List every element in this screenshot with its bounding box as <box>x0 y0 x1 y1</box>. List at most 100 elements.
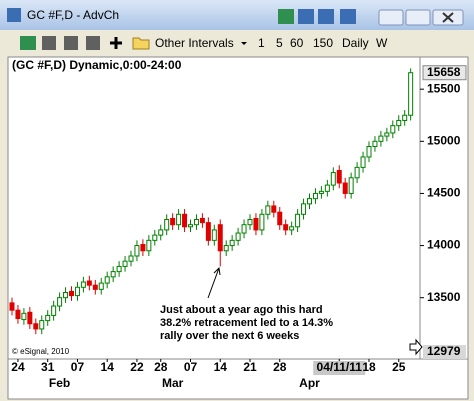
chart-title: (GC #F,D) Dynamic,0:00-24:00 <box>12 58 182 72</box>
candle-body <box>390 125 396 134</box>
x-tick-label: 22 <box>130 360 144 374</box>
candle-body <box>253 217 259 231</box>
candle-body <box>354 166 360 179</box>
toolbar-icons <box>20 36 247 50</box>
y-tick-label: 15000 <box>427 133 461 147</box>
annotation: Just about a year ago this hard <box>160 304 323 316</box>
candle-body <box>408 72 414 116</box>
candle-body <box>63 291 69 299</box>
x-tick-label: 04/11/11 <box>317 360 363 374</box>
candle-body <box>33 323 39 330</box>
candle-body <box>74 286 80 297</box>
candle-body <box>110 271 116 278</box>
intervals-menu[interactable]: Other Intervals <box>155 36 234 50</box>
candle-body <box>116 265 122 273</box>
annotation-arrow <box>207 266 221 299</box>
candle-body <box>128 255 134 262</box>
candle-body <box>86 280 92 286</box>
annotation: rally over the next 6 weeks <box>160 330 299 342</box>
candle-body <box>271 205 277 213</box>
candle-body <box>193 219 199 226</box>
x-tick-label: 28 <box>273 360 287 374</box>
candle-body <box>205 222 211 241</box>
tool-icon[interactable] <box>42 36 56 50</box>
candle-body <box>402 114 408 121</box>
last-price-box <box>422 65 467 81</box>
x-tick-label: 21 <box>243 360 257 374</box>
annotation: 38.2% retracement led to a 14.3% <box>160 317 333 329</box>
candle-body <box>15 309 21 320</box>
toolbar <box>0 30 474 57</box>
candle-body <box>324 184 330 192</box>
candle-body <box>21 312 27 321</box>
interval-button[interactable]: 150 <box>313 36 333 50</box>
candle-body <box>134 245 140 257</box>
candle-body <box>283 224 289 231</box>
interval-button[interactable]: Daily <box>342 36 369 50</box>
x-tick-label: 18 <box>362 360 376 374</box>
minimize-button[interactable] <box>378 9 404 26</box>
candle-body <box>39 320 45 330</box>
candle-body <box>80 281 86 288</box>
candle-body <box>211 229 217 241</box>
x-tick-label: 31 <box>41 360 55 374</box>
tool-icon[interactable] <box>64 36 78 50</box>
candle-body <box>330 172 336 186</box>
interval-button[interactable]: 1 <box>258 36 265 50</box>
title-buttons <box>278 9 464 26</box>
candle-body <box>384 132 390 137</box>
candle-body <box>152 234 158 241</box>
candle-body <box>98 282 104 290</box>
interval-button[interactable]: W <box>376 36 388 50</box>
restore-button[interactable] <box>405 9 431 26</box>
candle-body <box>259 213 265 231</box>
ix-button[interactable] <box>298 9 314 24</box>
candle-body <box>104 276 110 284</box>
link-button[interactable] <box>278 9 294 24</box>
chart-button[interactable] <box>340 9 356 24</box>
month-label: Mar <box>162 376 184 390</box>
close-icon <box>442 12 454 23</box>
candle-body <box>301 203 307 215</box>
candle-body <box>9 302 15 311</box>
candle-body <box>92 284 98 290</box>
dropdown-arrow <box>241 42 247 45</box>
candle-body <box>366 146 372 158</box>
candle-body <box>146 239 152 252</box>
candle-body <box>235 232 241 241</box>
candle-body <box>122 260 128 267</box>
y-tick-label: 15500 <box>427 81 461 95</box>
tool-icon[interactable] <box>86 36 100 50</box>
add-icon[interactable] <box>110 37 122 49</box>
candle-body <box>307 198 312 205</box>
folder-icon[interactable] <box>132 37 150 50</box>
tool-icon[interactable] <box>20 36 36 50</box>
candle-body <box>295 213 301 228</box>
candle-body <box>188 224 193 228</box>
candle-body <box>247 219 253 226</box>
month-label: Feb <box>49 376 70 390</box>
month-label: Apr <box>299 376 320 390</box>
last-price-label: 15658 <box>427 65 461 79</box>
window-title: GC #F,D - AdvCh <box>27 8 119 22</box>
candle-body <box>69 290 74 297</box>
y-tick-label: 14500 <box>427 186 461 200</box>
date-axis <box>7 358 469 400</box>
x-tick-label: 07 <box>71 360 85 374</box>
interval-button[interactable]: 60 <box>290 36 304 50</box>
candle-body <box>170 217 176 226</box>
bottom-price-label: 12979 <box>427 344 461 358</box>
scroll-icon[interactable] <box>409 338 423 356</box>
candle-body <box>217 224 223 252</box>
x-tick-label: 14 <box>101 360 115 374</box>
candle-body <box>378 135 384 142</box>
copyright: © eSignal, 2010 <box>12 347 70 356</box>
sort-button[interactable] <box>318 9 334 24</box>
x-tick-label: 14 <box>214 360 228 374</box>
interval-button[interactable]: 5 <box>276 36 283 50</box>
candle-body <box>164 219 170 231</box>
candle-body <box>265 205 271 215</box>
candle-body <box>45 314 51 322</box>
bottom-price-box <box>423 345 466 359</box>
